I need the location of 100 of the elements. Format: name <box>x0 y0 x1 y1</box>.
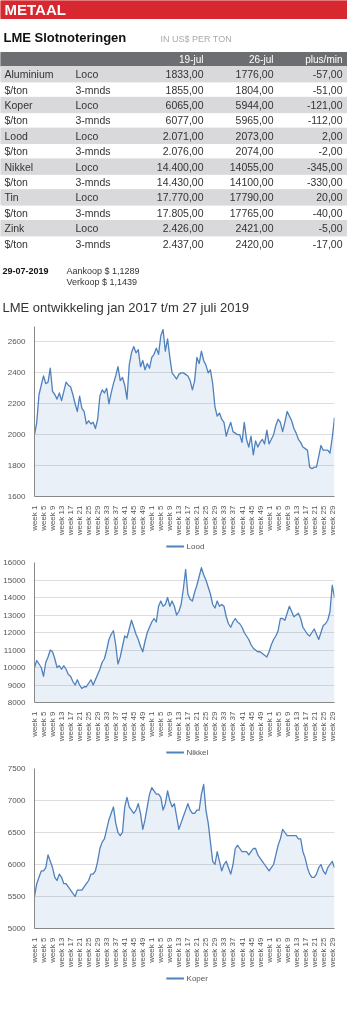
text: -51,00 <box>312 83 343 96</box>
text: $/ton <box>4 145 28 158</box>
x-tick-label: week 1 <box>30 710 39 738</box>
text: 3-mnds <box>75 206 111 219</box>
y-tick-label: 8000 <box>7 698 27 707</box>
x-tick-label: week 29 <box>93 936 103 969</box>
text: -112,00 <box>307 114 343 127</box>
x-tick-label: week 37 <box>228 710 238 743</box>
text: 3-mnds <box>75 237 111 250</box>
text: 5965,00 <box>235 114 274 127</box>
y-tick-label: 13000 <box>3 610 27 620</box>
text: $/ton <box>4 237 28 250</box>
text: $/ton <box>4 83 28 96</box>
x-tick-label: week 9 <box>165 504 175 532</box>
x-tick-label: week 49 <box>138 710 148 743</box>
text: Loco <box>75 129 99 142</box>
text: METAAL <box>4 1 66 18</box>
text: -57,00 <box>312 68 343 81</box>
y-tick-label: 16000 <box>3 558 27 567</box>
text: 3-mnds <box>75 114 111 127</box>
x-tick-label: week 9 <box>165 936 175 964</box>
x-tick-label: week 13 <box>174 710 184 743</box>
text: 17765,00 <box>229 206 274 219</box>
text: -5,00 <box>318 222 343 235</box>
x-tick-label: week 33 <box>102 504 112 537</box>
text: 1776,00 <box>235 68 274 81</box>
x-tick-label: week 25 <box>201 710 211 743</box>
x-tick-label: week 49 <box>255 710 265 743</box>
x-tick-label: week 25 <box>201 504 211 537</box>
x-tick-label: week 25 <box>84 504 94 537</box>
x-tick-label: week 25 <box>84 710 94 743</box>
text: 17.770,00 <box>156 191 204 204</box>
y-tick-label: 2400 <box>7 368 27 378</box>
legend-label: Lood <box>186 542 205 551</box>
x-tick-label: week 41 <box>120 710 130 743</box>
x-tick-label: week 17 <box>183 936 193 969</box>
text: 3-mnds <box>75 83 111 96</box>
x-tick-label: week 13 <box>57 504 67 537</box>
text: 3-mnds <box>75 145 111 158</box>
text: 17.805,00 <box>156 206 204 219</box>
category-label: 19-jul <box>179 54 204 65</box>
text: 29-07-2019 <box>2 266 49 277</box>
category-label: plus/min <box>305 54 343 65</box>
text: -2,00 <box>318 145 343 158</box>
text: 14055,00 <box>229 160 274 173</box>
x-tick-label: week 45 <box>246 936 256 969</box>
text: LME ontwikkeling jan 2017 t/m 27 juli 2019 <box>2 299 249 315</box>
x-tick-label: week 25 <box>84 936 94 969</box>
x-tick-label: week 13 <box>57 936 67 969</box>
text: 1855,00 <box>165 83 204 96</box>
text: 2.076,00 <box>162 145 204 158</box>
x-tick-label: week 41 <box>120 936 130 969</box>
x-tick-label: week 17 <box>300 936 310 969</box>
text: 2073,00 <box>235 129 274 142</box>
x-tick-label: week 37 <box>111 710 121 743</box>
x-tick-label: week 5 <box>156 936 166 964</box>
text: 2421,00 <box>235 222 274 235</box>
x-tick-label: week 25 <box>201 936 211 969</box>
x-tick-label: week 21 <box>309 936 319 969</box>
x-tick-label: week 49 <box>138 504 148 537</box>
x-tick-label: week 13 <box>291 936 301 969</box>
x-tick-label: week 33 <box>219 710 229 743</box>
x-tick-label: week 21 <box>75 504 85 537</box>
x-tick-label: week 21 <box>192 504 202 537</box>
x-tick-label: week 21 <box>309 710 319 743</box>
y-tick-label: 7000 <box>7 796 27 805</box>
text: 2420,00 <box>235 237 274 250</box>
x-tick-label: week 1 <box>30 504 39 532</box>
x-tick-label: week 33 <box>102 710 112 743</box>
x-tick-label: week 29 <box>210 504 220 537</box>
x-tick-label: week 37 <box>111 936 121 969</box>
x-tick-label: week 13 <box>174 936 184 969</box>
x-tick-label: week 9 <box>165 710 175 738</box>
text: Tin <box>4 191 19 204</box>
text: -345,00 <box>306 160 343 173</box>
y-tick-label: 10000 <box>3 663 27 672</box>
x-tick-label: week 41 <box>120 504 130 537</box>
x-tick-label: week 9 <box>48 504 58 532</box>
x-tick-label: week 45 <box>129 936 139 969</box>
x-tick-label: week 41 <box>237 504 247 537</box>
y-tick-label: 2600 <box>7 337 27 347</box>
y-tick-label: 7500 <box>7 764 27 773</box>
y-tick-label: 2200 <box>7 399 27 409</box>
text: 14.430,00 <box>156 176 204 188</box>
x-tick-label: week 17 <box>66 936 76 969</box>
x-tick-label: week 17 <box>66 504 76 537</box>
x-tick-label: week 1 <box>30 936 39 964</box>
text: Aluminium <box>4 68 54 81</box>
text: Zink <box>4 222 25 235</box>
x-tick-label: week 25 <box>318 504 328 537</box>
text: -330,00 <box>306 176 343 188</box>
text: Lood <box>4 129 28 142</box>
text: -121,00 <box>306 99 343 111</box>
x-tick-label: week 29 <box>327 710 337 743</box>
x-tick-label: week 49 <box>255 936 265 969</box>
x-tick-label: week 41 <box>237 710 247 743</box>
x-tick-label: week 13 <box>291 504 301 537</box>
x-tick-label: week 5 <box>39 710 49 738</box>
x-tick-label: week 13 <box>174 504 184 537</box>
x-tick-label: week 21 <box>192 710 202 743</box>
